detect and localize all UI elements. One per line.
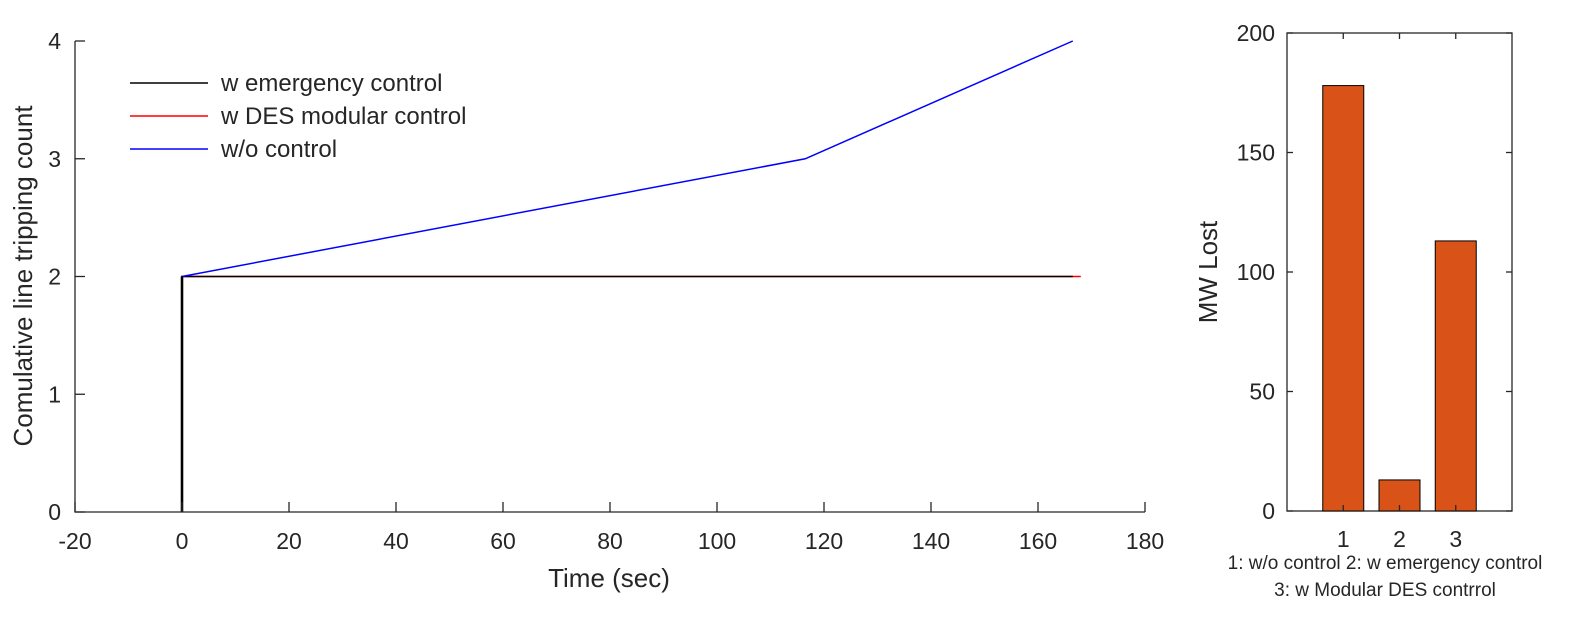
line-chart: -20 0 20 40 60 80 100 120 140 160 180 0 1 2 3 4 Time (…: [8, 28, 1164, 593]
bar-y-tick-label: 50: [1249, 379, 1275, 405]
bar-group: [1322, 85, 1477, 512]
line-y-axis-title: Comulative line tripping count: [8, 105, 38, 447]
line-x-tick-label: 80: [597, 528, 623, 554]
bar-y-axis-title: MW Lost: [1193, 220, 1223, 323]
legend-label-0: w emergency control: [220, 70, 442, 97]
bar-y-tick-label: 150: [1237, 140, 1275, 166]
bar-chart: 1 2 3 0 50 100 150 200 MW Lost 1: w/o control …: [1193, 20, 1542, 601]
legend-label-2: w/o control: [220, 136, 337, 163]
line-series-1: [181, 275, 1081, 512]
bar-x-tick-label: 2: [1393, 526, 1406, 552]
line-x-tick-label: 160: [1019, 528, 1057, 554]
bar-3: [1434, 240, 1477, 512]
line-x-tick-label: 100: [698, 528, 736, 554]
line-x-tick-label: 180: [1126, 528, 1164, 554]
line-y-tick-label: 4: [48, 28, 61, 54]
bar-x-tick-label: 3: [1449, 526, 1462, 552]
line-x-tick-label: 0: [176, 528, 189, 554]
line-y-tick-label: 0: [48, 499, 61, 525]
line-x-tick-label: 20: [276, 528, 302, 554]
bar-chart-frame: [1286, 32, 1513, 512]
line-x-tick-label: 120: [805, 528, 843, 554]
bar-y-ticks: 0 50 100 150 200: [1237, 20, 1512, 524]
line-x-tick-label: -20: [58, 528, 91, 554]
bar-y-tick-label: 100: [1237, 259, 1275, 285]
line-y-tick-label: 3: [48, 146, 61, 172]
bar-1: [1322, 85, 1365, 512]
line-legend: w emergency control w DES modular control…: [130, 70, 466, 163]
bar-y-tick-label: 0: [1262, 498, 1275, 524]
line-y-tick-label: 2: [48, 264, 61, 290]
line-x-ticks: -20 0 20 40 60 80 100 120 140 160 180: [58, 502, 1164, 554]
line-y-ticks: 0 1 2 3 4: [48, 28, 85, 525]
line-series-2: [181, 40, 1074, 278]
legend-label-1: w DES modular control: [220, 103, 466, 130]
line-y-tick-label: 1: [48, 381, 61, 407]
line-x-tick-label: 60: [490, 528, 516, 554]
bar-x-ticks: 1 2 3: [1337, 33, 1462, 552]
bar-caption-line-2: 3: w Modular DES contrrol: [1274, 580, 1496, 601]
line-x-tick-label: 40: [383, 528, 409, 554]
line-x-tick-label: 140: [912, 528, 950, 554]
line-x-axis-title: Time (sec): [548, 563, 670, 593]
line-series-group: [180, 40, 1081, 512]
bar-x-tick-label: 1: [1337, 526, 1350, 552]
bar-caption-line-1: 1: w/o control 2: w emergency control: [1228, 553, 1543, 574]
bar-y-tick-label: 200: [1237, 20, 1275, 46]
line-series-0: [181, 275, 1073, 512]
